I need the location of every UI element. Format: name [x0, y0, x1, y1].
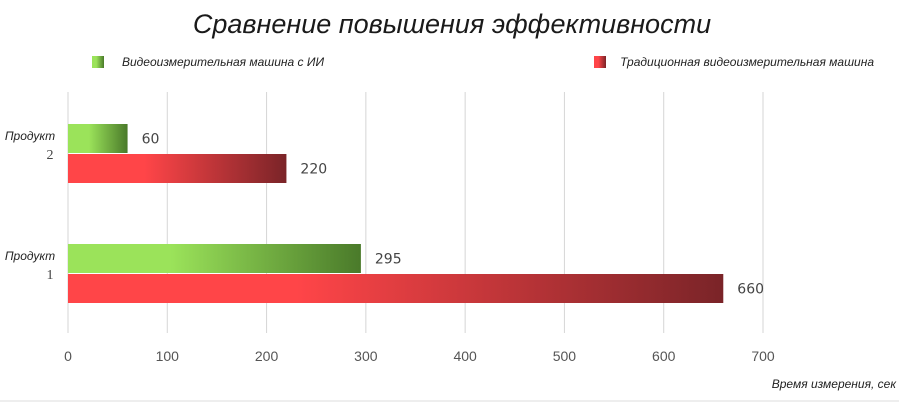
data-label: 220	[300, 162, 327, 178]
category-labels: Продукт 2 Продукт 1	[5, 129, 55, 283]
legend-label: Видеоизмерительная машина с ИИ	[122, 55, 324, 69]
x-tick-label: 600	[652, 348, 676, 364]
x-axis-ticks: 0 100 200 300 400 500 600 700	[64, 348, 775, 364]
x-tick-label: 700	[751, 348, 775, 364]
category-label: Продукт	[5, 129, 55, 143]
x-tick-label: 400	[453, 348, 477, 364]
legend-label: Традиционная видеоизмерительная машина	[620, 55, 874, 69]
data-label: 660	[737, 282, 764, 298]
x-tick-label: 200	[255, 348, 279, 364]
gridlines	[67, 92, 764, 333]
bar	[68, 274, 724, 303]
category-label: Продукт	[5, 249, 55, 263]
x-tick-label: 0	[64, 348, 72, 364]
bar	[68, 154, 287, 183]
bar	[68, 124, 128, 153]
data-label: 60	[142, 132, 160, 148]
chart-title: Сравнение повышения эффективности	[193, 9, 711, 39]
x-tick-label: 100	[156, 348, 180, 364]
category-number: 1	[47, 268, 54, 283]
x-axis-title: Время измерения, сек	[772, 377, 898, 391]
legend: Видеоизмерительная машина с ИИ Традиционн…	[92, 55, 874, 69]
bars: 60 220 295 660	[68, 124, 764, 303]
category-number: 2	[47, 148, 54, 163]
bar	[68, 244, 361, 273]
x-tick-label: 300	[354, 348, 378, 364]
x-tick-label: 500	[553, 348, 577, 364]
data-label: 295	[375, 252, 402, 268]
legend-swatch	[92, 56, 104, 68]
legend-swatch	[594, 56, 606, 68]
